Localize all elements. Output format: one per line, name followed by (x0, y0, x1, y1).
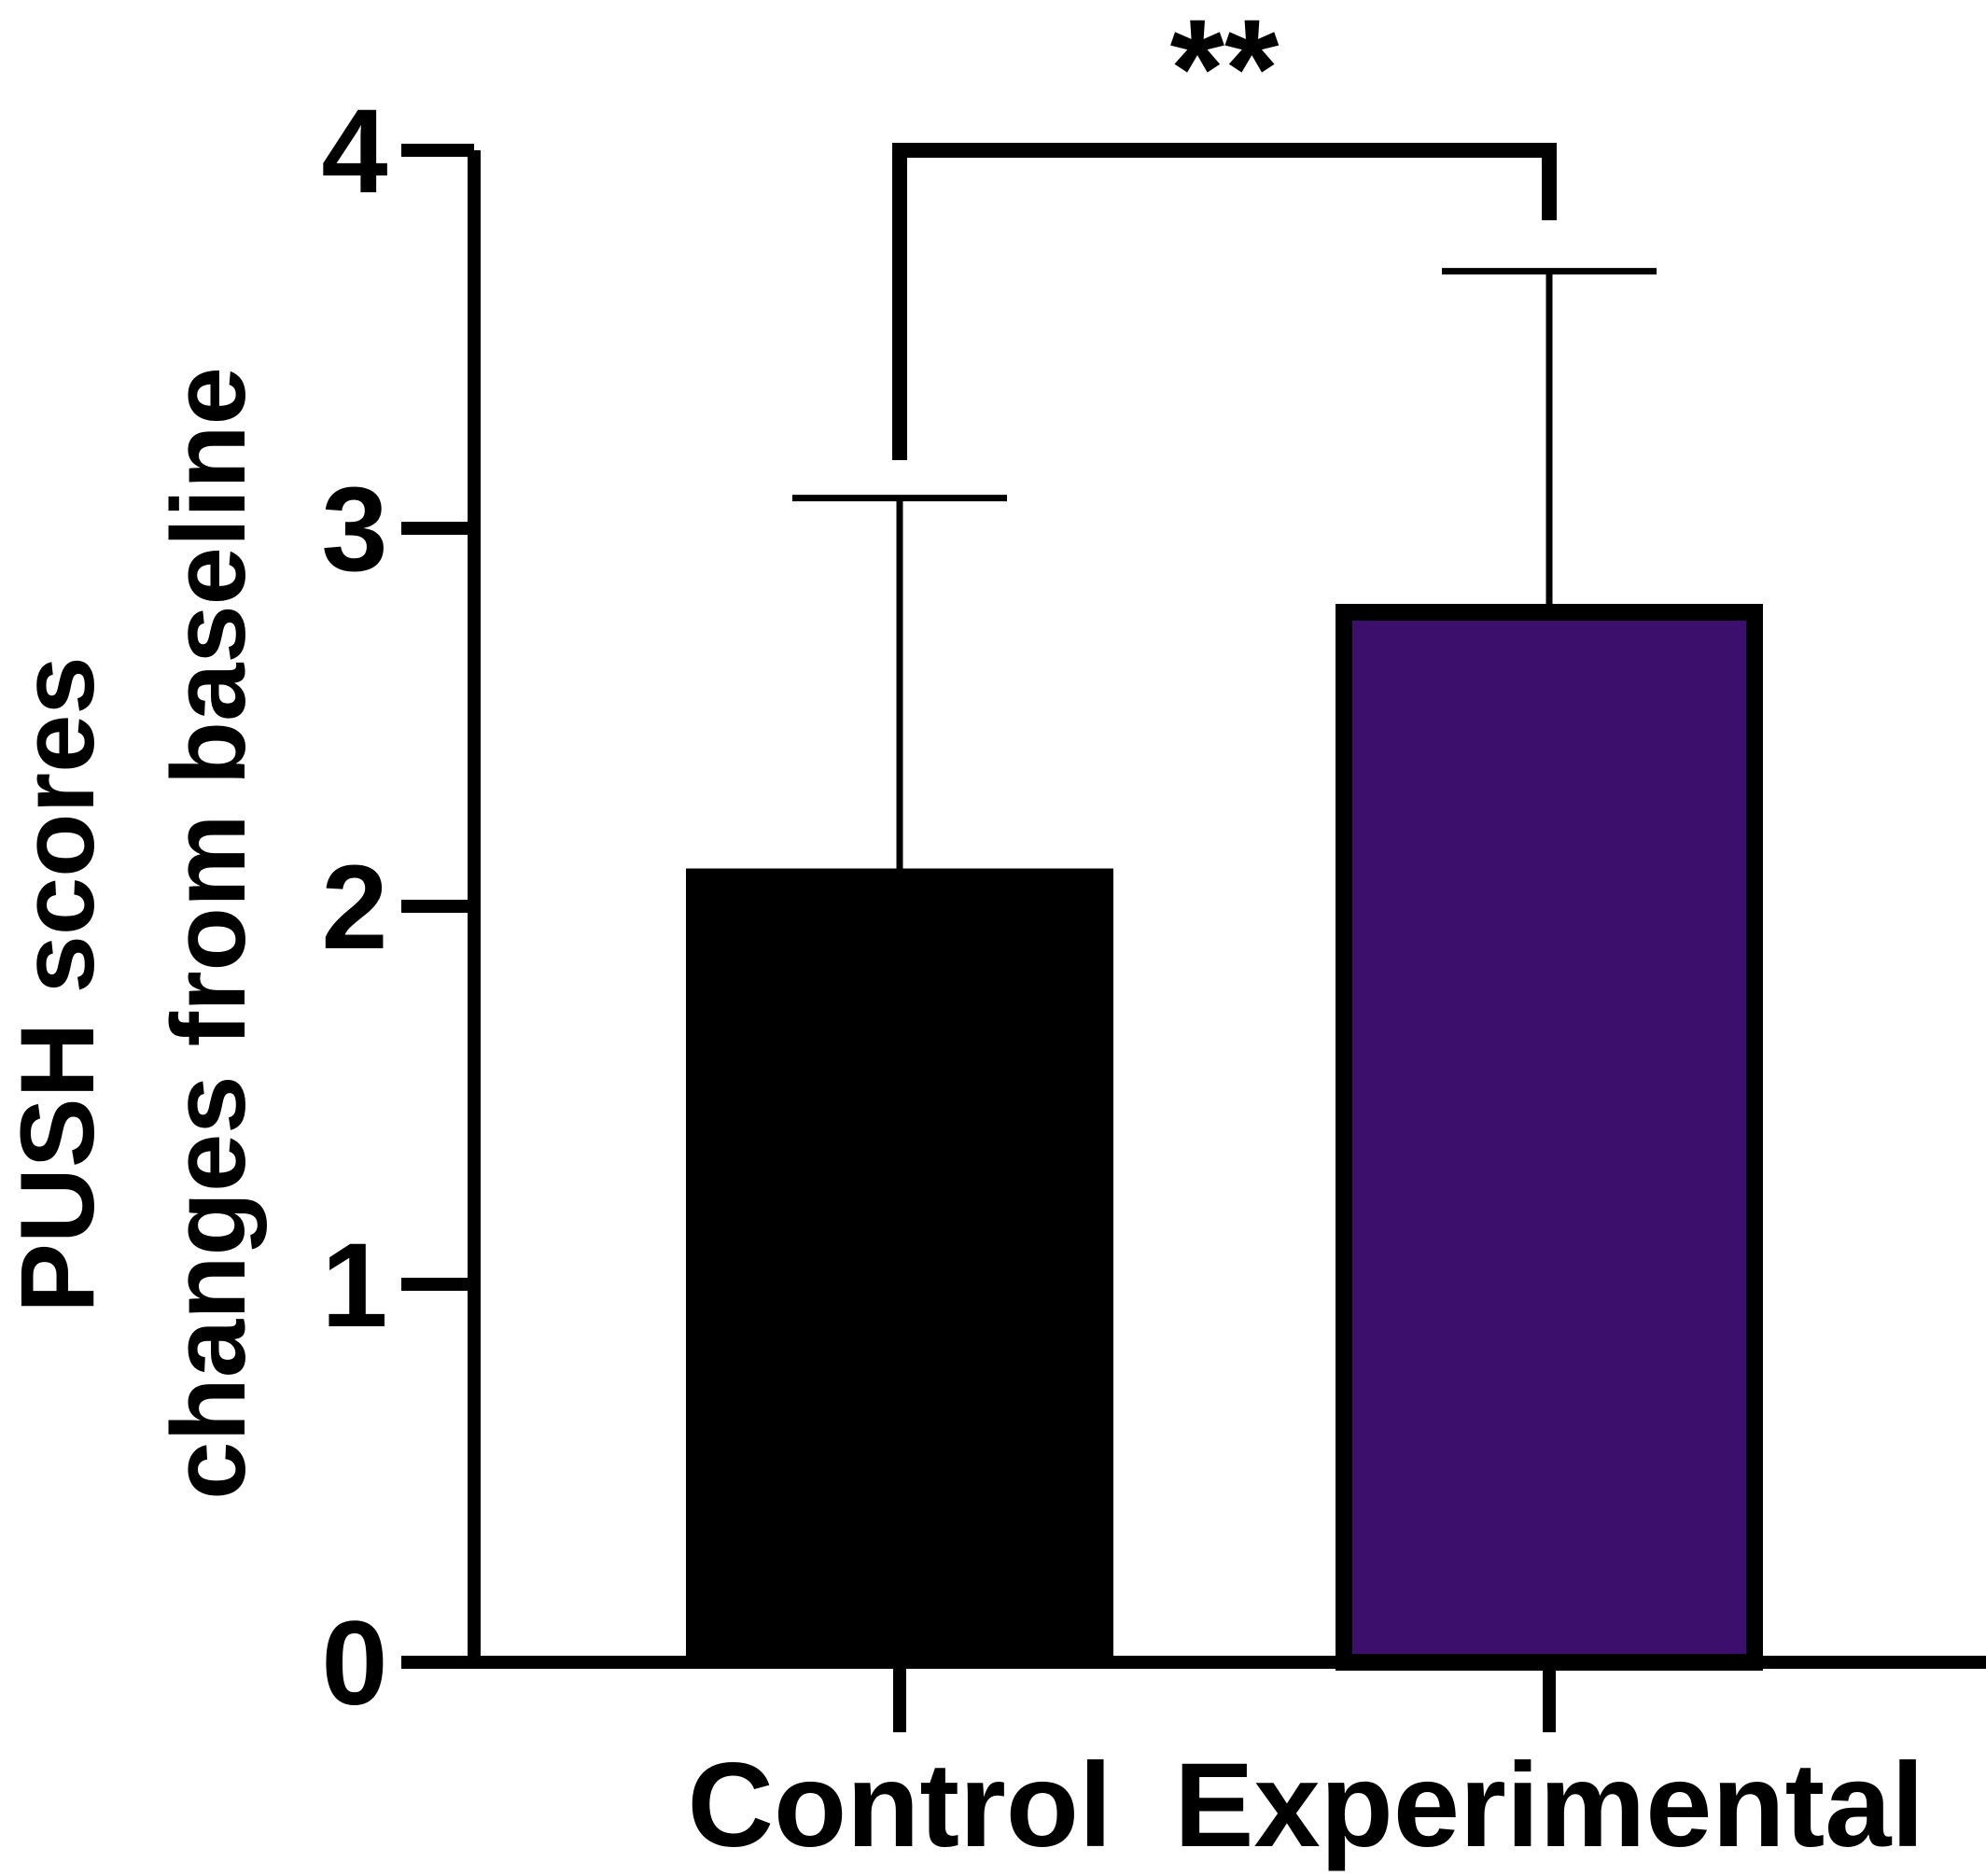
bars (686, 604, 1763, 1671)
y-tick-label-4: 4 (321, 85, 387, 218)
significance-bracket: ** (892, 0, 1557, 460)
significance-label: ** (1170, 0, 1280, 147)
y-tick-label-3: 3 (321, 463, 387, 596)
bar-experimental (1336, 604, 1763, 1671)
y-axis-title-line-1: PUSH scores (0, 656, 116, 1312)
y-axis-title: PUSH scores changes from baseline (0, 367, 267, 1500)
significance-bracket-line (892, 143, 1557, 460)
y-tick-label-2: 2 (321, 841, 387, 974)
y-tick-label-0: 0 (321, 1597, 387, 1730)
tick-labels: 0 1 2 3 4 Control Experimental (321, 85, 1924, 1872)
y-axis-title-line-2: changes from baseline (150, 367, 267, 1500)
x-tick-label-control: Control (688, 1739, 1112, 1872)
x-tick-label-experimental: Experimental (1174, 1739, 1924, 1872)
error-bars (792, 268, 1657, 869)
bar-control (686, 868, 1113, 1662)
y-tick-label-1: 1 (321, 1219, 387, 1352)
